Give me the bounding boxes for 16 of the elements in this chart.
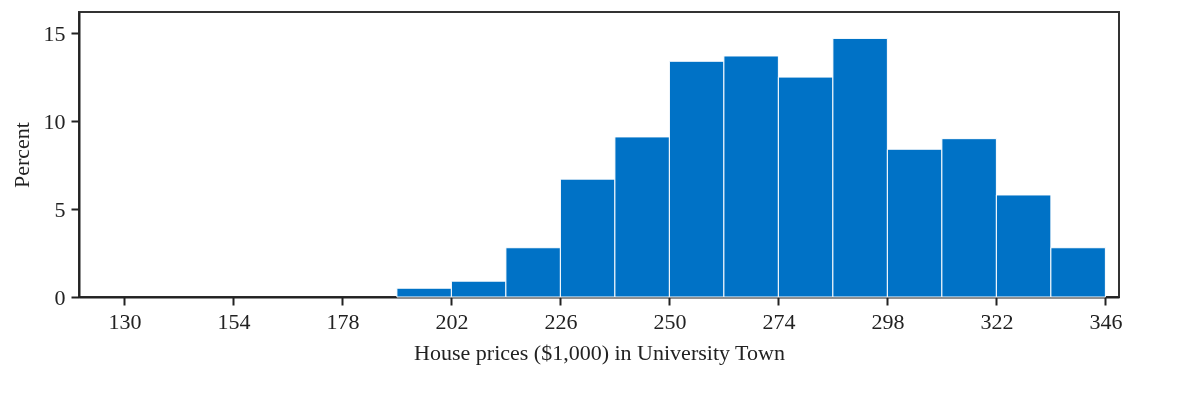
x-tick-label: 250 bbox=[653, 308, 687, 334]
y-tick-label: 5 bbox=[54, 196, 66, 222]
x-tick-label: 322 bbox=[980, 308, 1014, 334]
y-tick-label: 10 bbox=[43, 108, 66, 134]
y-tick-label: 15 bbox=[43, 20, 66, 46]
x-tick-label: 178 bbox=[326, 308, 360, 334]
x-tick-label: 130 bbox=[108, 308, 142, 334]
x-tick-label: 274 bbox=[762, 308, 796, 334]
x-tick-label: 298 bbox=[871, 308, 905, 334]
x-axis-title: House prices ($1,000) in University Town bbox=[414, 339, 785, 365]
x-tick-label: 154 bbox=[217, 308, 251, 334]
x-tick-label: 202 bbox=[435, 308, 469, 334]
x-tick-label: 346 bbox=[1089, 308, 1123, 334]
x-tick-label: 226 bbox=[544, 308, 578, 334]
y-axis-title: Percent bbox=[8, 122, 34, 188]
y-tick-label: 0 bbox=[54, 284, 66, 310]
